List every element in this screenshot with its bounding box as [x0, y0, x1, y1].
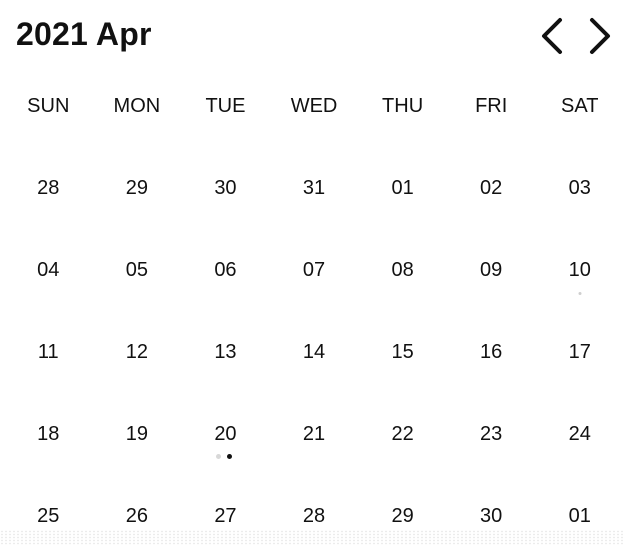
day-number: 11 [37, 341, 59, 363]
day-number: 31 [302, 177, 326, 199]
calendar-day[interactable]: 14 [270, 338, 359, 378]
weekday-sat: SAT [561, 95, 599, 117]
month-title: 2021 Apr [16, 16, 152, 52]
day-number: 24 [568, 423, 591, 445]
day-number: 15 [391, 341, 414, 363]
day-number: 02 [480, 177, 503, 199]
day-number: 10 [568, 259, 591, 281]
week-row: 04 05 06 07 08 09 10 [4, 256, 624, 296]
calendar-day[interactable]: 01 [535, 502, 624, 542]
day-number: 14 [302, 341, 326, 363]
day-number: 30 [214, 177, 237, 199]
calendar-day[interactable]: 29 [93, 174, 182, 214]
day-number: 09 [480, 259, 503, 281]
day-number: 12 [125, 341, 148, 363]
calendar-day[interactable]: 05 [93, 256, 182, 296]
calendar-day[interactable]: 22 [358, 420, 447, 460]
event-indicator-dot [216, 454, 222, 459]
week-row: 25 26 27 28 29 30 01 [4, 502, 624, 542]
calendar-day[interactable]: 16 [447, 338, 536, 378]
calendar-day[interactable]: 24 [535, 420, 624, 460]
weekday-sun: SUN [27, 95, 70, 117]
calendar-day[interactable]: 01 [358, 174, 447, 214]
day-number: 06 [214, 259, 237, 281]
next-month-button[interactable] [582, 14, 618, 58]
day-number: 28 [302, 505, 326, 527]
weekday-mon: MON [113, 95, 161, 117]
day-number: 28 [37, 177, 60, 199]
calendar-day[interactable]: 23 [447, 420, 536, 460]
week-row: 18 19 20 21 22 23 24 [4, 420, 624, 460]
weekday-header-row: SUN MON TUE WED THU FRI SAT [4, 92, 624, 120]
calendar-day[interactable]: 27 [181, 502, 270, 542]
day-number: 21 [302, 423, 326, 445]
calendar-day[interactable]: 17 [535, 338, 624, 378]
calendar-day[interactable]: 29 [358, 502, 447, 542]
day-number: 27 [214, 505, 237, 527]
event-indicator-dot [578, 292, 582, 295]
calendar-header: 2021 Apr [0, 0, 624, 72]
event-indicator-dot [227, 454, 233, 459]
day-number: 29 [391, 505, 414, 527]
day-number: 05 [125, 259, 148, 281]
day-number: 26 [125, 505, 148, 527]
calendar-day[interactable]: 03 [535, 174, 624, 214]
day-number: 04 [37, 259, 60, 281]
week-row: 28 29 30 31 01 02 03 [4, 174, 624, 214]
day-number: 13 [214, 341, 237, 363]
weekday-wed: WED [290, 95, 338, 117]
day-number: 23 [480, 423, 503, 445]
calendar-day[interactable]: 06 [181, 256, 270, 296]
chevron-left-icon [542, 18, 562, 54]
weekday-fri: FRI [475, 95, 508, 117]
calendar-day[interactable]: 04 [4, 256, 93, 296]
calendar-day[interactable]: 30 [447, 502, 536, 542]
week-row: 11 12 13 14 15 16 17 [4, 338, 624, 378]
day-number: 19 [125, 423, 148, 445]
bottom-edge-texture [0, 530, 624, 545]
calendar-day[interactable]: 02 [447, 174, 536, 214]
day-number: 03 [568, 177, 591, 199]
calendar-day[interactable]: 08 [358, 256, 447, 296]
calendar-day[interactable]: 20 [181, 420, 270, 460]
calendar-day[interactable]: 31 [270, 174, 359, 214]
calendar-day[interactable]: 19 [93, 420, 182, 460]
day-number: 18 [37, 423, 60, 445]
day-number: 20 [214, 423, 237, 445]
day-number: 29 [125, 177, 148, 199]
previous-month-button[interactable] [534, 14, 570, 58]
calendar-day[interactable]: 28 [270, 502, 359, 542]
calendar-day[interactable]: 13 [181, 338, 270, 378]
day-number: 08 [391, 259, 414, 281]
weekday-thu: THU [382, 95, 424, 117]
calendar-day[interactable]: 21 [270, 420, 359, 460]
day-number: 01 [391, 177, 414, 199]
calendar-day[interactable]: 10 [535, 256, 624, 296]
day-number: 30 [480, 505, 503, 527]
day-number: 22 [391, 423, 414, 445]
weekday-tue: TUE [205, 95, 246, 117]
chevron-right-icon [590, 18, 610, 54]
calendar-day[interactable]: 07 [270, 256, 359, 296]
day-number: 01 [568, 505, 591, 527]
calendar-day[interactable]: 18 [4, 420, 93, 460]
calendar-day[interactable]: 26 [93, 502, 182, 542]
calendar-day[interactable]: 12 [93, 338, 182, 378]
calendar-day[interactable]: 15 [358, 338, 447, 378]
day-number: 17 [568, 341, 591, 363]
calendar-day[interactable]: 09 [447, 256, 536, 296]
day-number: 07 [302, 259, 326, 281]
calendar-day[interactable]: 28 [4, 174, 93, 214]
day-number: 25 [37, 505, 60, 527]
calendar-day[interactable]: 25 [4, 502, 93, 542]
calendar-day[interactable]: 11 [4, 338, 93, 378]
day-number: 16 [480, 341, 503, 363]
calendar-day[interactable]: 30 [181, 174, 270, 214]
